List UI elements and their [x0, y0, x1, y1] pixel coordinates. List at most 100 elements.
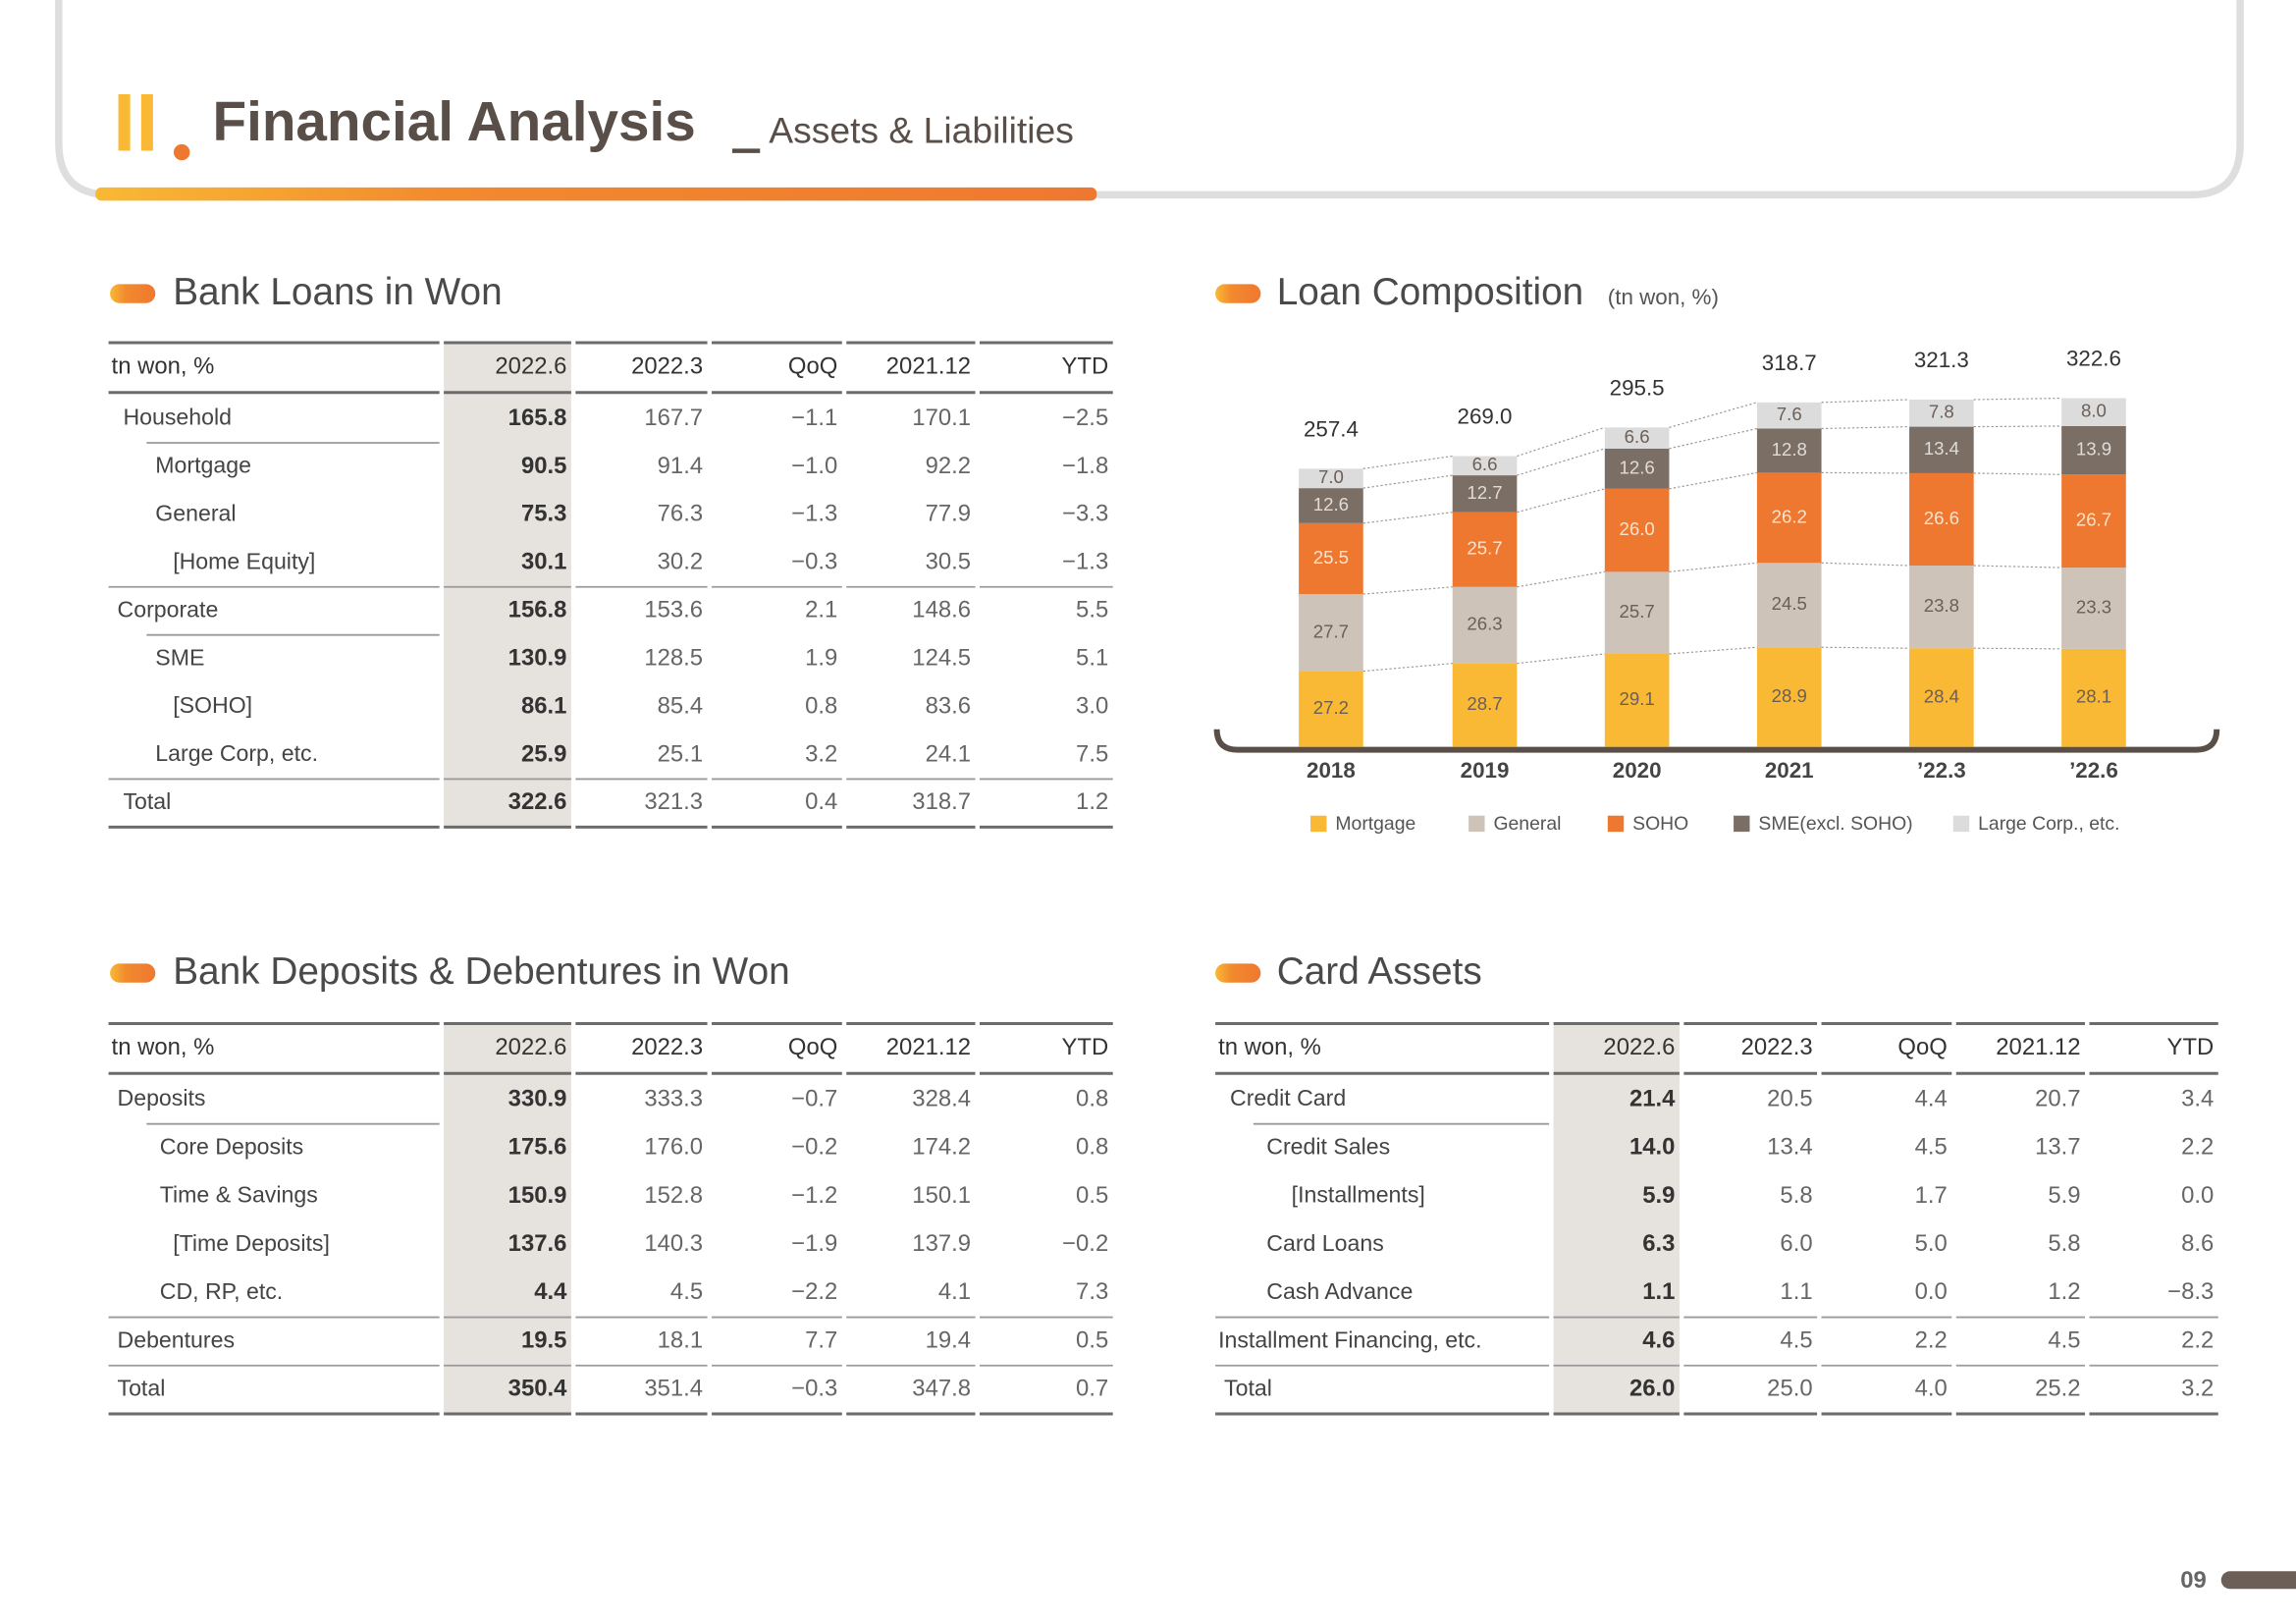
cell: 13.7 — [2035, 1134, 2080, 1161]
connector — [1821, 399, 1910, 404]
column-header: tn won, % — [112, 353, 215, 380]
bar-segment — [1299, 594, 1363, 672]
column-header: 2022.3 — [631, 353, 703, 380]
cell: 4.4 — [534, 1278, 567, 1305]
page-tab — [2220, 1571, 2296, 1590]
cell: 175.6 — [508, 1134, 567, 1161]
column-header: YTD — [1061, 1034, 1108, 1060]
legend-label: SME(excl. SOHO) — [1758, 813, 1912, 835]
segment-label: 23.8 — [1924, 595, 1959, 616]
cell: 140.3 — [644, 1230, 703, 1257]
cell: 0.5 — [1076, 1182, 1108, 1209]
legend-swatch — [1952, 815, 1970, 833]
cell: −8.3 — [2167, 1278, 2214, 1305]
segment-label: 26.6 — [1924, 508, 1959, 528]
legend-swatch — [1310, 815, 1327, 833]
cell: 92.2 — [926, 453, 971, 479]
cell: 24.1 — [926, 740, 971, 767]
legend-label: Mortgage — [1335, 813, 1415, 835]
row-label: Corporate — [118, 596, 219, 622]
heading-icon — [1215, 284, 1261, 303]
cell: 26.0 — [1629, 1376, 1675, 1402]
bar-segment — [1604, 448, 1670, 489]
bar-segment — [1604, 427, 1670, 449]
connector — [1821, 562, 1910, 567]
row-label: Total — [118, 1375, 166, 1400]
connector — [1973, 425, 2062, 428]
total-label: 295.5 — [1610, 376, 1665, 401]
x-tick-label: ’22.3 — [1917, 758, 1966, 783]
cell: 128.5 — [644, 644, 703, 671]
cell: 0.5 — [1076, 1326, 1108, 1353]
column-header: QoQ — [788, 353, 837, 380]
highlight-column — [444, 342, 571, 828]
row-label: Installment Financing, etc. — [1218, 1326, 1481, 1352]
segment-label: 28.4 — [1924, 685, 1959, 706]
cell: 25.2 — [2035, 1376, 2080, 1402]
cell: 330.9 — [508, 1085, 567, 1111]
cell: 318.7 — [912, 788, 971, 815]
cell: 322.6 — [508, 788, 567, 815]
column-header: 2022.6 — [495, 353, 566, 380]
cell: 165.8 — [508, 405, 567, 431]
segment-label: 26.0 — [1620, 518, 1655, 539]
segment-label: 26.3 — [1467, 614, 1502, 634]
connector — [1973, 472, 2062, 475]
cell: 19.4 — [926, 1326, 971, 1353]
column-header: 2021.12 — [1996, 1034, 2080, 1060]
cell: 25.1 — [658, 740, 703, 767]
header-frame — [55, 0, 2244, 199]
bar-segment — [1452, 475, 1518, 513]
page-subtitle: Assets & Liabilities — [769, 110, 1074, 151]
legend-swatch — [1607, 815, 1625, 833]
cell: 3.4 — [2181, 1085, 2214, 1111]
cell: 153.6 — [644, 597, 703, 623]
legend-swatch — [1734, 815, 1750, 833]
connector — [1821, 646, 1910, 649]
cell: 148.6 — [912, 597, 971, 623]
column-header: YTD — [1061, 353, 1108, 380]
bar-segment — [1604, 653, 1670, 747]
cell: 0.8 — [805, 692, 837, 719]
segment-label: 7.0 — [1318, 466, 1344, 487]
cell: 1.1 — [1642, 1278, 1675, 1305]
cell: 5.1 — [1076, 644, 1108, 671]
chart-title: Loan Composition — [1277, 271, 1583, 313]
cell: 14.0 — [1629, 1134, 1675, 1161]
cell: 1.2 — [2048, 1278, 2080, 1305]
cell: 130.9 — [508, 644, 567, 671]
cell: 76.3 — [658, 501, 703, 527]
cell: 19.5 — [521, 1326, 566, 1353]
connector — [1669, 646, 1757, 655]
cell: 5.9 — [1642, 1182, 1675, 1209]
x-tick-label: 2020 — [1613, 758, 1662, 783]
bar-segment — [2061, 398, 2126, 426]
cell: 4.5 — [2048, 1326, 2080, 1353]
connector — [1517, 653, 1605, 665]
column-header: 2021.12 — [886, 1034, 971, 1060]
cell: 3.0 — [1076, 692, 1108, 719]
total-label: 322.6 — [2066, 347, 2121, 371]
cell: −1.8 — [1062, 453, 1108, 479]
cell: 351.4 — [644, 1376, 703, 1402]
cell: 7.5 — [1076, 740, 1108, 767]
bar-segment — [2061, 648, 2126, 747]
column-header: QoQ — [1897, 1034, 1947, 1060]
row-label: Core Deposits — [160, 1133, 303, 1159]
bar-segment — [1299, 522, 1363, 595]
row-label: General — [155, 500, 236, 525]
total-label: 318.7 — [1762, 351, 1817, 375]
cell: 124.5 — [912, 644, 971, 671]
cell: 0.0 — [2181, 1182, 2214, 1209]
connector — [1517, 488, 1605, 514]
cell: 2.2 — [1915, 1326, 1948, 1353]
cell: 321.3 — [644, 788, 703, 815]
row-label: Mortgage — [155, 453, 251, 478]
bar-segment — [1909, 566, 1974, 649]
segment-label: 7.6 — [1777, 404, 1802, 424]
segment-label: 25.5 — [1313, 547, 1349, 568]
column-header: QoQ — [788, 1034, 837, 1060]
segment-label: 12.8 — [1772, 439, 1807, 460]
chart-base — [1213, 729, 2220, 753]
